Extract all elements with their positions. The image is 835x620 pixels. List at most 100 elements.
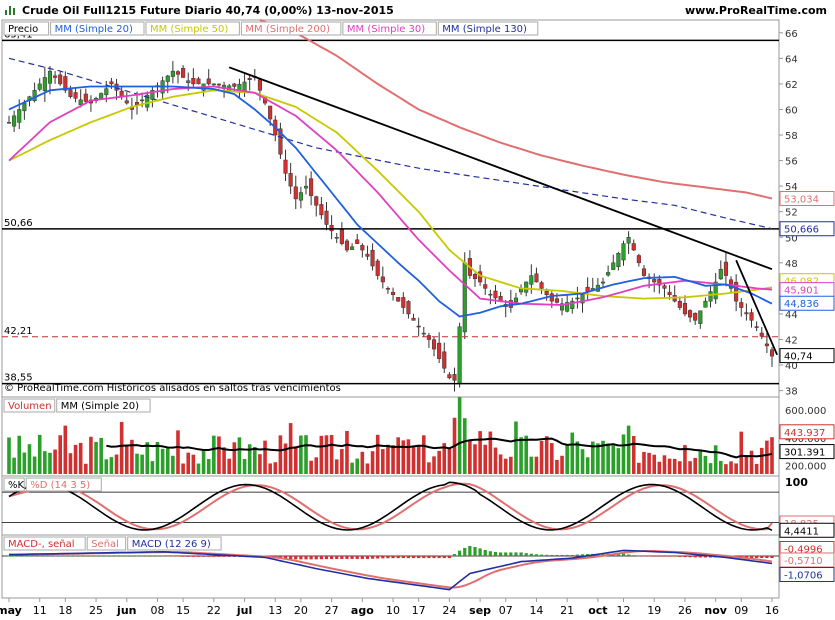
chart-tool-icon[interactable] [4, 4, 16, 16]
macd-hist-bar [427, 556, 431, 559]
x-tick-label: 08 [151, 604, 165, 617]
volume-bar [488, 431, 493, 474]
candle-body [713, 281, 718, 300]
volume-bar [647, 452, 651, 474]
candle-body [611, 262, 616, 270]
macd-hist-bar [616, 553, 620, 556]
candle-body [78, 99, 83, 105]
macd-hist-bar [89, 555, 93, 557]
macd-hist-bar [447, 556, 451, 559]
macd-hist-bar [196, 556, 201, 557]
volume-bar [718, 460, 723, 474]
volume-bar [509, 456, 513, 474]
macd-hist-bar [673, 556, 677, 557]
x-tick-label: 09 [734, 604, 748, 617]
stoch-legend-1: %D (14 3 5) [30, 480, 90, 491]
volume-bar [575, 441, 580, 474]
volume-bar [406, 439, 411, 474]
price-legend-4: MM (Simple 30) [347, 24, 425, 35]
macd-hist-bar [698, 556, 702, 558]
volume-bar [626, 425, 631, 474]
candle-body [298, 192, 303, 201]
candle-body [406, 301, 411, 315]
volume-bar [749, 450, 754, 474]
candle-body [58, 74, 63, 85]
macd-badge-2-box [779, 566, 835, 582]
macd-hist-bar [560, 554, 564, 556]
price-badge-3: 45,901 [784, 286, 819, 297]
macd-hist-bar [621, 553, 626, 556]
macd-hist-bar [17, 555, 21, 557]
macd-hist-bar [642, 556, 646, 557]
volume-bar [570, 432, 575, 474]
volume-bar [360, 451, 365, 474]
macd-hist-bar [703, 556, 708, 558]
price-legend-1: MM (Simple 20) [55, 24, 133, 35]
volume-bar [468, 440, 472, 474]
price-badge-1-box [779, 221, 835, 237]
macd-hist-bar [514, 552, 518, 556]
candle-body [534, 273, 539, 283]
volume-bar [637, 462, 641, 474]
volume-bar [293, 446, 298, 474]
stoch-k-line [8, 481, 773, 532]
volume-legend-0: Volumen [8, 401, 52, 412]
volume-bar [227, 458, 231, 474]
macd-hist-bar [678, 556, 682, 557]
macd-hist-bar [227, 556, 231, 557]
volume-bar [421, 435, 426, 474]
candle-body [319, 204, 324, 216]
candle-body [693, 312, 698, 321]
candle-body [216, 83, 222, 86]
brand-link[interactable]: www.ProRealTime.com [684, 4, 827, 17]
macd-hist-bar [478, 548, 482, 556]
candle-body [549, 293, 554, 302]
macd-hist-bar [667, 556, 672, 557]
volume-bar [493, 447, 498, 474]
volume-bar [370, 451, 375, 474]
x-tick-label: 17 [412, 604, 426, 617]
candle-body [401, 297, 406, 308]
macd-hist-bar [555, 554, 559, 556]
volume-bar [319, 435, 324, 474]
macd-hist-bar [299, 556, 303, 560]
x-tick-label: 24 [442, 604, 456, 617]
volume-bar [386, 444, 390, 474]
macd-hist-bar [755, 556, 759, 559]
macd-hist-bar [94, 555, 98, 557]
price-tick-label: 50 [785, 233, 798, 244]
volume-bar [350, 462, 354, 474]
price-legend-box-2 [145, 21, 240, 36]
macd-hist-bar [463, 547, 467, 556]
macd-hist-bar [483, 550, 487, 556]
candle-body [739, 302, 744, 308]
volume-bar [84, 463, 88, 474]
volume-bar [713, 445, 718, 474]
macd-hist-bar [529, 553, 533, 556]
candle-body [539, 282, 544, 289]
candle-body [744, 312, 749, 315]
price-tick-label: 66 [785, 29, 798, 40]
macd-hist-bar [130, 555, 134, 557]
candle-body [554, 298, 559, 303]
volume-bar [252, 446, 257, 474]
volume-bar [621, 434, 626, 474]
macd-legend-2: MACD (12 26 9) [132, 539, 211, 550]
chart-title: Crude Oil Full1215 Future Diario 40,74 (… [22, 4, 394, 17]
volume-bar [334, 459, 339, 474]
price-tick-label: 40 [785, 361, 798, 372]
candle-body [283, 159, 288, 174]
volume-bar [524, 435, 529, 474]
volume-bar [206, 459, 211, 474]
volume-bar [672, 458, 677, 474]
macd-hist-bar [48, 555, 52, 557]
volume-badge-1-box [779, 444, 835, 460]
macd-hist-bar [396, 556, 400, 559]
macd-hist-bar [647, 556, 651, 557]
candle-body [688, 310, 693, 318]
price-legend-3: MM (Simple 200) [245, 24, 330, 35]
candle-body [759, 332, 764, 337]
candle-body [513, 297, 519, 303]
volume-sma-line [106, 437, 773, 459]
